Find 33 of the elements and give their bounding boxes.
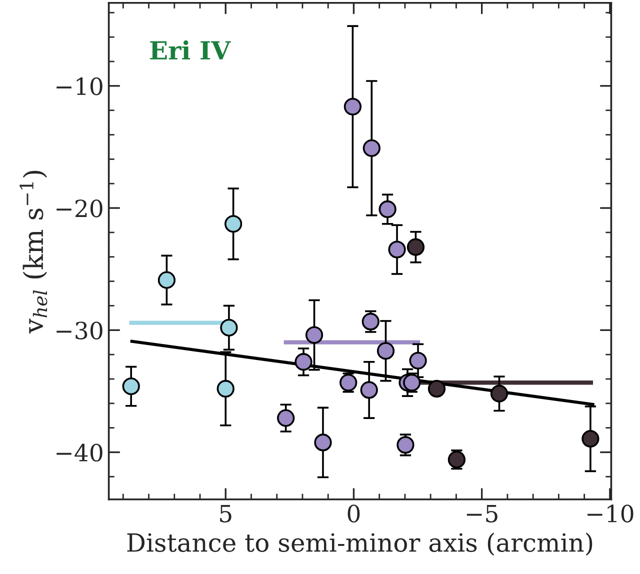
point [362, 139, 380, 158]
y-tick-label: −30 [56, 322, 102, 340]
point [158, 271, 176, 289]
point [396, 436, 414, 454]
y-tick-label: −10 [56, 77, 102, 96]
point [344, 98, 362, 116]
x-tick-label: −5 [466, 504, 498, 523]
x-tick-label: 5 [220, 504, 232, 523]
point [378, 200, 396, 218]
point [376, 342, 395, 360]
annotation: Eri IV [150, 40, 231, 60]
point [406, 238, 425, 256]
x-tick-label: 0 [348, 504, 360, 523]
point [448, 450, 466, 468]
point [428, 380, 446, 398]
point [216, 380, 234, 398]
point [314, 434, 332, 452]
x-tick-label: −10 [588, 504, 634, 523]
point [490, 384, 508, 402]
y-tick-label: −20 [56, 199, 102, 218]
point [220, 318, 238, 337]
y-axis-title: v$_{hel}$ (km s$^{−1}$) [20, 170, 48, 334]
point [409, 352, 427, 370]
point [294, 353, 312, 371]
y-tick-label: −40 [56, 444, 102, 462]
point [388, 240, 406, 258]
point [224, 215, 242, 233]
point [360, 381, 378, 399]
point [582, 430, 600, 448]
point [122, 377, 140, 396]
x-axis-title: Distance to semi-minor axis (arcmin) [127, 532, 592, 556]
point [277, 409, 295, 427]
point [305, 326, 324, 344]
